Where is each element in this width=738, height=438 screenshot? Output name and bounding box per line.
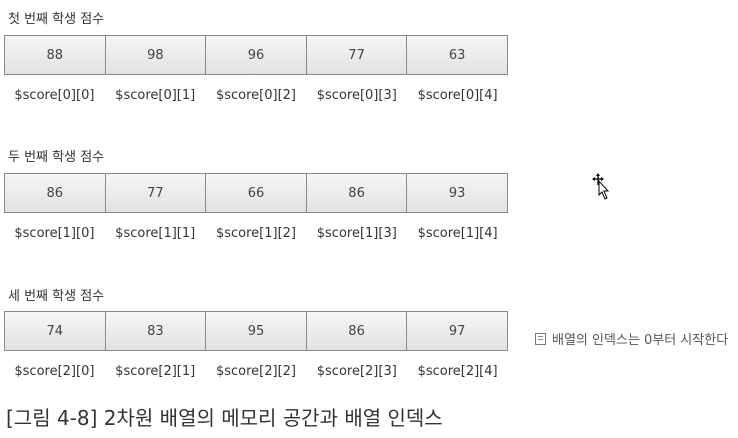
score-cell: 93 — [448, 185, 466, 201]
index-label: $score[0][4] — [417, 88, 498, 103]
score-cell: 83 — [106, 312, 207, 350]
score-cell: 66 — [206, 174, 307, 212]
index-label: $score[2][0] — [14, 364, 95, 379]
index-label: $score[2][2] — [215, 364, 296, 379]
score-cell: 88 — [5, 36, 106, 74]
move-cursor-icon — [592, 173, 610, 200]
index-label: $score[1][4] — [417, 226, 498, 241]
index-labels: $score[1][0] $score[1][1] $score[1][2] $sco… — [4, 226, 508, 241]
score-cell: 86 — [5, 174, 106, 212]
score-cell: 96 — [206, 36, 307, 74]
score-cell: 63 — [448, 47, 466, 63]
score-cell: 86 — [307, 312, 408, 350]
index-label: $score[1][2] — [215, 226, 296, 241]
index-labels: $score[2][0] $score[2][1] $score[2][2] $sco… — [4, 364, 508, 379]
score-array-row: 74 83 95 86 97 — [4, 311, 508, 351]
score-cell: 77 — [106, 174, 207, 212]
note-text: 배열의 인덱스는 0부터 시작한다 — [552, 333, 729, 348]
score-cell: 86 — [307, 174, 408, 212]
index-label: $score[1][0] — [14, 226, 95, 241]
index-note: 배열의 인덱스는 0부터 시작한다 — [535, 329, 728, 348]
group-title: 첫 번째 학생 점수 — [8, 12, 105, 27]
score-cell: 97 — [448, 323, 466, 339]
index-label: $score[0][0] — [14, 88, 95, 103]
index-label: $score[0][2] — [215, 88, 296, 103]
group-title: 세 번째 학생 점수 — [8, 289, 105, 304]
group-title: 두 번째 학생 점수 — [8, 150, 105, 165]
score-cell: 98 — [106, 36, 207, 74]
index-labels: $score[0][0] $score[0][1] $score[0][2] $sco… — [4, 88, 508, 103]
index-label: $score[2][3] — [316, 364, 397, 379]
note-icon — [535, 332, 546, 345]
figure-caption: [그림 4-8] 2차원 배열의 메모리 공간과 배열 인덱스 — [6, 406, 443, 430]
index-label: $score[2][1] — [115, 364, 196, 379]
score-cell: 95 — [206, 312, 307, 350]
index-label: $score[0][3] — [316, 88, 397, 103]
score-array-row: 86 77 66 86 93 — [4, 173, 508, 213]
score-cell: 74 — [5, 312, 106, 350]
index-label: $score[0][1] — [115, 88, 196, 103]
index-label: $score[1][3] — [316, 226, 397, 241]
score-array-row: 88 98 96 77 63 — [4, 35, 508, 75]
index-label: $score[2][4] — [417, 364, 498, 379]
score-cell: 77 — [307, 36, 408, 74]
index-label: $score[1][1] — [115, 226, 196, 241]
